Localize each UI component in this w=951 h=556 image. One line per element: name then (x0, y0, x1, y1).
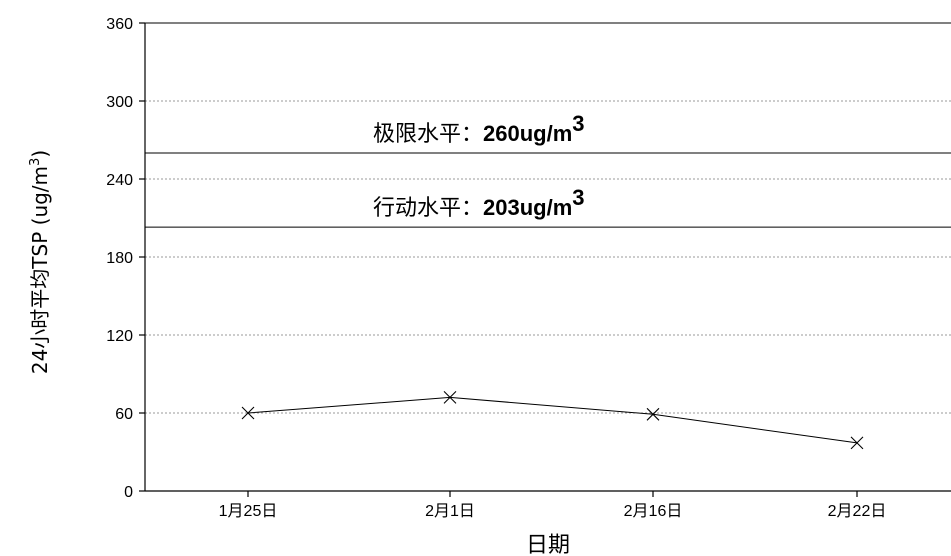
series-line (247, 396, 858, 444)
x-tick-label: 1月25日 (219, 503, 278, 520)
y-axis-title: 24小时平均TSP (ug/m3) (28, 150, 52, 374)
y-tick-label: 120 (106, 328, 133, 345)
x-tick-label: 2月1日 (425, 503, 475, 520)
data-point-marker (241, 406, 255, 420)
gridlines (145, 100, 951, 414)
reference-label-sup: 3 (572, 111, 584, 136)
x-axis-title: 日期 (526, 533, 570, 556)
y-tick-label: 0 (124, 484, 133, 501)
reference-label-prefix: 极限水平： (373, 122, 483, 147)
x-tick-label: 2月22日 (828, 503, 887, 520)
data-point-marker (646, 407, 660, 421)
y-ticks: 0 60 120 180 240 300 360 (106, 16, 145, 501)
marker-stroke (241, 406, 255, 420)
reference-label-value: 260ug/m (483, 121, 572, 146)
reference-line-label: 行动水平：203ug/m3 (373, 185, 585, 221)
marker-stroke (850, 436, 864, 450)
x-ticks: 1月25日 2月1日 2月16日 2月22日 (219, 491, 887, 520)
y-tick-label: 60 (115, 406, 133, 423)
y-axis-title-main: 24小时平均TSP (ug/m (28, 166, 52, 374)
marker-stroke (443, 391, 457, 404)
reference-label-sup: 3 (572, 185, 584, 210)
y-tick-label: 240 (106, 172, 133, 189)
data-point-marker (850, 436, 864, 450)
reference-label-prefix: 行动水平： (373, 196, 483, 221)
y-axis-title-close: ) (28, 150, 52, 158)
series-tsp (241, 391, 864, 450)
reference-line-label: 极限水平：260ug/m3 (373, 111, 585, 147)
x-tick-label: 2月16日 (624, 503, 683, 520)
y-tick-label: 300 (106, 94, 133, 111)
data-point-marker (443, 391, 457, 404)
reference-label-value: 203ug/m (483, 195, 572, 220)
y-axis-title-sup: 3 (28, 158, 43, 166)
y-tick-label: 180 (106, 250, 133, 267)
y-tick-label: 360 (106, 16, 133, 33)
marker-stroke (646, 407, 660, 421)
